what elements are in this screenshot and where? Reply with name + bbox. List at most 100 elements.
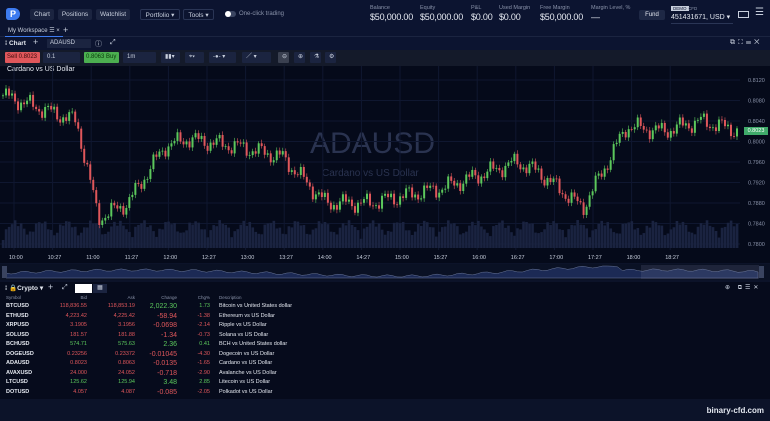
volume-bar bbox=[191, 224, 194, 248]
candle bbox=[498, 167, 501, 171]
panel-window-controls[interactable]: ⧉⛶☰✕ bbox=[730, 39, 763, 46]
buy-button[interactable]: 0.8063 Buy bbox=[84, 52, 119, 63]
logo[interactable]: P bbox=[6, 8, 20, 20]
tab-my-workspace[interactable]: My Workspace ☰ × bbox=[5, 27, 63, 37]
link-icon[interactable]: ⤢ bbox=[62, 284, 68, 291]
volume-bar bbox=[134, 226, 137, 248]
column-ask[interactable]: Ask bbox=[127, 295, 135, 300]
one-click-toggle[interactable] bbox=[225, 11, 236, 17]
volume-bar bbox=[374, 226, 378, 248]
volume-bar bbox=[73, 226, 77, 248]
column-bid[interactable]: Bid bbox=[80, 295, 87, 300]
candle bbox=[591, 191, 594, 196]
candle bbox=[152, 154, 155, 170]
column-symbol[interactable]: Symbol bbox=[6, 295, 22, 300]
add-workspace-icon[interactable]: + bbox=[63, 25, 69, 35]
watchlist-row[interactable]: ADAUSD 0.8023 0.8063 -0.0135 -1.65 Cardano vs… bbox=[0, 359, 770, 369]
volume-bar bbox=[31, 231, 35, 248]
volume-bar bbox=[221, 223, 224, 248]
candle bbox=[68, 112, 71, 121]
indicators-icon[interactable]: ⌖▾ bbox=[185, 52, 204, 63]
settings-icon[interactable]: ⚙ bbox=[325, 52, 336, 63]
y-tick-label: 0.8000 bbox=[748, 140, 765, 146]
candle bbox=[507, 162, 510, 166]
candle bbox=[663, 122, 666, 133]
navigator-left-handle[interactable] bbox=[2, 266, 7, 278]
volume-bar bbox=[735, 223, 739, 248]
volume-bar bbox=[401, 221, 405, 248]
navigator-window[interactable] bbox=[641, 265, 759, 279]
watchlist-row[interactable]: XRPUSD 3.1905 3.1956 -0.0698 -2.14 Ripple vs … bbox=[0, 321, 770, 331]
volume-bar bbox=[639, 234, 643, 248]
volume-bar bbox=[636, 228, 640, 248]
flask-icon[interactable]: ⚗ bbox=[310, 52, 321, 63]
quantity-select[interactable]: 0.1 bbox=[43, 52, 80, 63]
tools-menu[interactable]: Tools ▾ bbox=[183, 9, 214, 20]
volume-bar bbox=[371, 220, 375, 248]
cell-bid: 4,223.42 bbox=[65, 312, 87, 319]
fund-button[interactable]: Fund bbox=[639, 10, 665, 20]
navigator-right-handle[interactable] bbox=[759, 266, 764, 278]
volume-bar bbox=[197, 222, 200, 248]
volume-bar bbox=[338, 227, 342, 248]
nav-positions[interactable]: Positions bbox=[58, 9, 92, 20]
candle bbox=[441, 189, 444, 193]
crosshair-icon[interactable]: -●- ▾ bbox=[209, 52, 236, 63]
cell-change: -58.94 bbox=[157, 312, 177, 320]
watchlist-row[interactable]: BCHUSD 574.71 575.63 2.36 0.41 BCH vs United … bbox=[0, 340, 770, 350]
interval-select[interactable]: 1m bbox=[123, 52, 156, 63]
watchlist-row[interactable]: DOTUSD 4.057 4.087 -0.085 -2.05 Polkadot vs U… bbox=[0, 388, 770, 398]
add-watchlist-icon[interactable]: + bbox=[48, 282, 54, 292]
watchlist-row[interactable]: ETHUSD 4,223.42 4,225.42 -58.94 -1.38 Ethereu… bbox=[0, 312, 770, 322]
nav-chart[interactable]: Chart bbox=[30, 9, 54, 20]
account-selector[interactable]: 451431671, USD ▾ bbox=[671, 13, 733, 24]
list-view-button[interactable] bbox=[75, 284, 92, 293]
watchlist-row[interactable]: SOLUSD 181.57 181.88 -1.34 -0.73 Solana vs US… bbox=[0, 331, 770, 341]
watchlist-row[interactable]: BTCUSD 118,836.55 118,853.19 2,022.30 1.73 Bi… bbox=[0, 302, 770, 312]
volume-bar bbox=[398, 223, 402, 248]
column-description[interactable]: Description bbox=[219, 295, 242, 300]
candle bbox=[56, 106, 59, 120]
watchlist-selector[interactable]: ⁞ 🔒Crypto ▾ bbox=[5, 285, 44, 292]
drawing-line-icon[interactable]: ／ ▾ bbox=[242, 52, 271, 63]
grid-view-button[interactable]: ▦ bbox=[93, 284, 107, 293]
chart-subtitle: Cardano vs US Dollar bbox=[7, 66, 75, 73]
chart-area[interactable] bbox=[0, 66, 770, 263]
volume-bar bbox=[681, 221, 685, 248]
candle bbox=[654, 125, 657, 131]
y-tick-label: 0.7840 bbox=[748, 222, 765, 228]
magnet-icon[interactable]: ⊖ bbox=[278, 52, 289, 63]
watchlist-window-controls[interactable]: ⊕ ⧉☰✕ bbox=[725, 285, 762, 291]
chart-type-icon[interactable]: ▮▮▾ bbox=[161, 52, 180, 63]
layout-icon[interactable] bbox=[738, 11, 749, 18]
watchlist-row[interactable]: LTCUSD 125.62 125.94 3.48 2.85 Litecoin vs US… bbox=[0, 378, 770, 388]
candle bbox=[341, 194, 344, 202]
symbol-input[interactable]: ADAUSD bbox=[47, 39, 91, 48]
column-change[interactable]: Change bbox=[161, 295, 177, 300]
candle bbox=[393, 193, 396, 205]
nav-watchlist[interactable]: Watchlist bbox=[96, 9, 130, 20]
add-chart-icon[interactable]: + bbox=[33, 37, 39, 47]
navigator-overview[interactable] bbox=[0, 264, 770, 280]
sell-button[interactable]: Sell 0.8023 bbox=[5, 52, 40, 63]
info-icon[interactable]: ⓘ bbox=[95, 41, 102, 48]
watchlist-row[interactable]: AVAXUSD 24.000 24.052 -0.718 -2.90 Avalanche … bbox=[0, 369, 770, 379]
column-change-pct[interactable]: Chg% bbox=[197, 295, 210, 300]
stat-balance: Balance $50,000.00 bbox=[370, 5, 414, 22]
portfolio-menu[interactable]: Portfolio ▾ bbox=[140, 9, 180, 20]
watchlist-row[interactable]: DOGEUSD 0.23256 0.23372 -0.01045 -4.30 Dogeco… bbox=[0, 350, 770, 360]
menu-icon[interactable]: ☰ bbox=[755, 7, 764, 18]
volume-bar bbox=[380, 229, 384, 248]
stat-margin-level: Margin Level, % — bbox=[591, 5, 631, 22]
price-chart[interactable]: 0.8120 0.8080 0.8040 0.8000 0.7960 0.7920 0.78… bbox=[0, 66, 770, 263]
cell-description: Ripple vs US Dollar bbox=[219, 322, 267, 328]
candle bbox=[167, 146, 170, 157]
candle bbox=[708, 126, 711, 129]
volume-bar bbox=[606, 222, 610, 248]
volume-bar bbox=[416, 224, 420, 248]
cell-description: Avalanche vs US Dollar bbox=[219, 369, 277, 376]
candle bbox=[513, 153, 516, 162]
volume-bar bbox=[419, 225, 423, 248]
zoom-icon[interactable]: ⊕ bbox=[294, 52, 305, 63]
link-icon[interactable]: ⤢ bbox=[110, 39, 116, 46]
